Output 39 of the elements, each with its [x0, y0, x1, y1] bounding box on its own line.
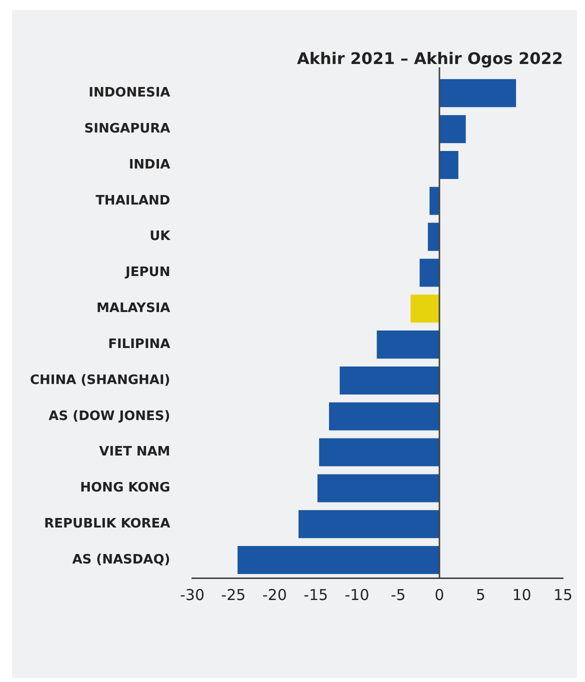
x-tick-label: -15 [304, 586, 328, 604]
x-tick-label: -10 [344, 586, 370, 604]
y-tick-label: VIET NAM [99, 444, 170, 460]
bar [329, 402, 440, 430]
y-tick-label: CHINA (SHANGHAI) [30, 372, 170, 388]
x-tick-label: 5 [476, 586, 486, 604]
x-tick-label: -5 [390, 586, 406, 604]
bar [428, 222, 440, 251]
y-tick-label: FILIPINA [108, 336, 170, 352]
y-tick-label: AS (DOW JONES) [48, 408, 170, 424]
bar [410, 294, 440, 323]
y-tick-label: INDIA [128, 157, 170, 172]
bar [340, 366, 440, 394]
bar [439, 150, 458, 179]
bar [317, 474, 440, 502]
chart-title: Akhir 2021 – Akhir Ogos 2022 [296, 48, 563, 68]
x-tick-label: 0 [434, 586, 444, 604]
x-tick-label: -25 [221, 586, 246, 604]
y-tick-label: INDONESIA [88, 86, 170, 101]
x-tick-label: 10 [512, 586, 532, 604]
y-tick-label: UK [150, 229, 172, 244]
bar [439, 115, 466, 144]
bar [238, 546, 440, 574]
x-tick-label: -20 [262, 586, 287, 604]
y-tick-label: SINGAPURA [84, 121, 170, 136]
y-tick-label: MALAYSIA [96, 301, 170, 316]
bar [430, 186, 440, 215]
y-tick-label: JEPUN [124, 265, 170, 280]
bar [376, 330, 440, 359]
bar [420, 258, 440, 287]
x-tick-label: 15 [553, 586, 573, 604]
y-tick-label: HONG KONG [80, 480, 170, 496]
y-tick-label: THAILAND [96, 193, 170, 208]
y-tick-label: AS (NASDAQ) [72, 552, 170, 568]
bar [298, 510, 440, 538]
x-tick-label: -30 [180, 586, 204, 604]
bar [319, 438, 440, 466]
bar [439, 79, 516, 108]
y-tick-label: REPUBLIK KOREA [44, 516, 170, 532]
